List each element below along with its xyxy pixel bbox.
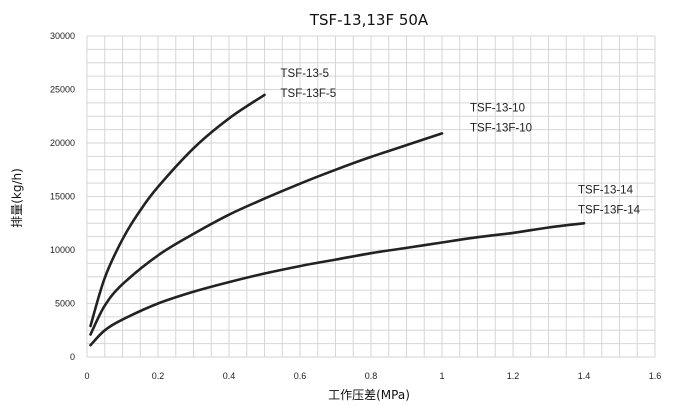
- x-tick-label: 1: [439, 371, 444, 381]
- series-curves: [89, 93, 586, 347]
- y-tick-label: 10000: [50, 245, 75, 255]
- x-tick-label: 1.4: [578, 371, 591, 381]
- y-tick-label: 5000: [55, 299, 75, 309]
- x-tick-label: 0.4: [223, 371, 236, 381]
- y-tick-label: 25000: [50, 85, 75, 95]
- series-curve-3: [89, 222, 586, 347]
- x-tick-label: 0.6: [294, 371, 307, 381]
- series-curve-2: [89, 132, 444, 336]
- series-label: TSF-13F-14: [578, 204, 641, 216]
- y-tick-label: 30000: [50, 31, 75, 41]
- x-tick-label: 0.8: [365, 371, 378, 381]
- series-label: TSF-13-5: [281, 68, 330, 80]
- series-label: TSF-13F-10: [470, 122, 532, 134]
- y-tick-label: 20000: [50, 138, 75, 148]
- series-labels: TSF-13-5 TSF-13F-5 TSF-13-10 TSF-13F-10 TSF-…: [281, 68, 641, 216]
- series-curve-1: [89, 93, 266, 328]
- x-tick-label: 0: [84, 371, 89, 381]
- y-axis-ticks: 0 5000 10000 15000 20000 25000 30000: [50, 31, 75, 362]
- x-axis-label: 工作压差(MPa): [328, 388, 410, 402]
- x-axis-ticks: 0 0.2 0.4 0.6 0.8 1 1.2 1.4 1.6: [84, 371, 661, 381]
- y-tick-label: 0: [70, 352, 75, 362]
- grid: [86, 35, 656, 358]
- x-tick-label: 1.2: [507, 371, 520, 381]
- y-tick-label: 15000: [50, 192, 75, 202]
- x-tick-label: 1.6: [649, 371, 662, 381]
- x-tick-label: 0.2: [152, 371, 165, 381]
- series-label: TSF-13-10: [470, 102, 525, 114]
- series-label: TSF-13F-5: [281, 88, 337, 100]
- chart-title: TSF-13,13F 50A: [309, 11, 429, 29]
- series-label: TSF-13-14: [578, 184, 634, 196]
- y-axis-label: 排量(kg/h): [10, 168, 24, 228]
